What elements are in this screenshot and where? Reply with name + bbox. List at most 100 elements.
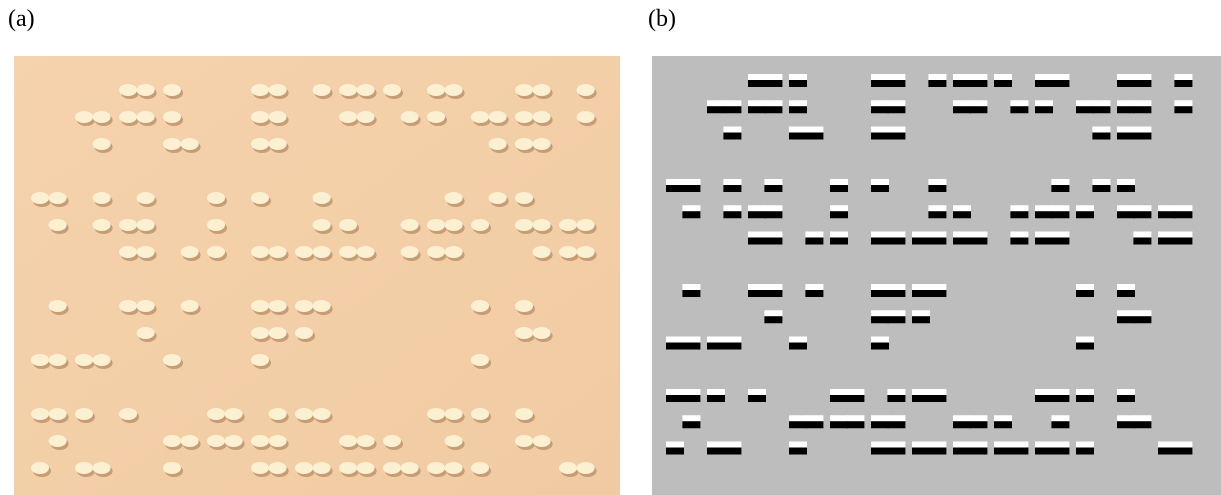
dot-black: [723, 133, 741, 140]
dot-white: [1158, 205, 1176, 211]
dot-white: [953, 74, 971, 80]
dot-white: [723, 205, 741, 211]
dot-black: [830, 395, 848, 402]
dot-black: [805, 421, 823, 428]
dot-white: [1076, 205, 1094, 211]
dot-black: [666, 185, 684, 192]
braille-dot: [445, 246, 463, 258]
dot-white: [887, 74, 905, 80]
dot-black: [1174, 211, 1192, 218]
braille-dot: [445, 192, 463, 204]
dot-white: [887, 100, 905, 106]
braille-dot: [471, 300, 489, 312]
dot-white: [969, 415, 987, 421]
dot-black: [928, 211, 946, 218]
braille-dot: [49, 192, 67, 204]
dot-white: [1092, 127, 1110, 133]
dot-white: [928, 74, 946, 80]
braille-dot: [163, 462, 181, 474]
dot-white: [1010, 205, 1028, 211]
dot-black: [969, 80, 987, 87]
dot-white: [1051, 442, 1069, 448]
dot-white: [1035, 100, 1053, 106]
dot-black: [1092, 185, 1110, 192]
dot-black: [748, 290, 766, 297]
dot-black: [1051, 395, 1069, 402]
braille-dot: [339, 84, 357, 96]
dot-black: [723, 211, 741, 218]
dot-white: [1051, 389, 1069, 395]
braille-dot: [269, 111, 287, 123]
dot-black: [682, 343, 700, 350]
dot-black: [1117, 395, 1135, 402]
braille-dot: [295, 246, 313, 258]
braille-dot: [533, 84, 551, 96]
braille-dot: [357, 435, 375, 447]
dot-white: [1051, 232, 1069, 238]
dot-black: [928, 238, 946, 245]
dot-white: [1010, 442, 1028, 448]
dot-white: [1133, 415, 1151, 421]
dot-black: [1076, 211, 1094, 218]
dot-white: [1117, 284, 1135, 290]
braille-dot: [31, 192, 49, 204]
dot-black: [912, 238, 930, 245]
dot-white: [887, 232, 905, 238]
dot-black: [1133, 80, 1151, 87]
braille-dot: [515, 435, 533, 447]
dot-black: [953, 106, 971, 113]
dot-white: [871, 74, 889, 80]
dot-black: [764, 290, 782, 297]
dot-white: [1158, 232, 1176, 238]
dot-black: [928, 80, 946, 87]
dot-white: [1076, 284, 1094, 290]
dot-white: [1035, 389, 1053, 395]
braille-dot: [313, 84, 331, 96]
dot-white: [953, 100, 971, 106]
dot-white: [1076, 337, 1094, 343]
dot-white: [789, 442, 807, 448]
braille-dot: [515, 111, 533, 123]
dot-white: [846, 415, 864, 421]
braille-dot: [339, 111, 357, 123]
dot-white: [1092, 179, 1110, 185]
braille-dot: [445, 462, 463, 474]
braille-dot: [119, 219, 137, 231]
dot-black: [1076, 290, 1094, 297]
dot-black: [748, 395, 766, 402]
braille-dot: [401, 111, 419, 123]
dot-black: [830, 238, 848, 245]
braille-dot: [269, 462, 287, 474]
dot-white: [871, 232, 889, 238]
braille-dot: [515, 327, 533, 339]
braille-dot: [269, 327, 287, 339]
dot-black: [748, 80, 766, 87]
dot-white: [764, 179, 782, 185]
braille-dot: [93, 192, 111, 204]
dot-black: [912, 395, 930, 402]
braille-dot: [163, 354, 181, 366]
braille-dot: [31, 408, 49, 420]
braille-dot: [75, 408, 93, 420]
dot-black: [1010, 211, 1028, 218]
braille-dot: [427, 408, 445, 420]
dot-black: [871, 185, 889, 192]
dot-black: [1010, 238, 1028, 245]
braille-dot: [49, 435, 67, 447]
dot-white: [1010, 232, 1028, 238]
dot-black: [707, 395, 725, 402]
braille-dot: [269, 435, 287, 447]
dot-black: [789, 421, 807, 428]
braille-dot: [137, 111, 155, 123]
dot-black: [887, 80, 905, 87]
dot-black: [1174, 106, 1192, 113]
dot-white: [912, 232, 930, 238]
dot-white: [1117, 389, 1135, 395]
dot-black: [764, 211, 782, 218]
braille-dot: [533, 138, 551, 150]
braille-dot: [471, 219, 489, 231]
dot-white: [682, 205, 700, 211]
dot-white: [666, 179, 684, 185]
braille-dot: [49, 219, 67, 231]
dot-white: [830, 389, 848, 395]
